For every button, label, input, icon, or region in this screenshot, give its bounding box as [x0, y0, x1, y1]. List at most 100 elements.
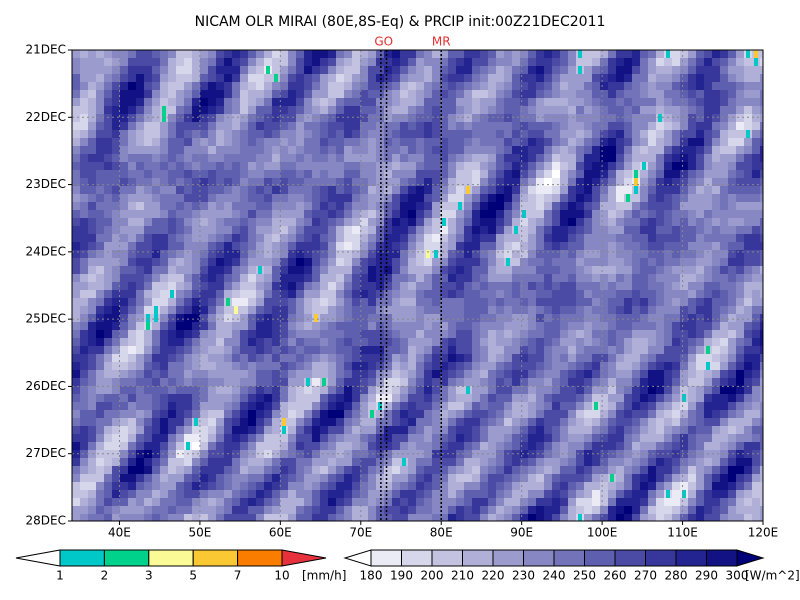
- olr-cell: [232, 250, 240, 258]
- olr-cell: [352, 258, 360, 266]
- olr-cell: [328, 170, 336, 178]
- olr-cell: [328, 298, 336, 306]
- olr-cell: [592, 410, 600, 418]
- olr-cell: [640, 74, 648, 82]
- olr-cell: [648, 394, 656, 402]
- olr-cell: [560, 218, 568, 226]
- olr-cell: [672, 330, 680, 338]
- olr-cell: [104, 146, 112, 154]
- olr-cell: [280, 386, 288, 394]
- olr-cell: [672, 282, 680, 290]
- olr-cell: [224, 314, 232, 322]
- olr-cell: [552, 98, 560, 106]
- olr-cell: [632, 482, 640, 490]
- olr-cell: [472, 386, 480, 394]
- olr-cell: [704, 50, 712, 58]
- olr-cell: [584, 194, 592, 202]
- olr-cell: [536, 290, 544, 298]
- olr-cell: [496, 242, 504, 250]
- olr-cell: [376, 106, 384, 114]
- olr-cell: [392, 266, 400, 274]
- olr-cell: [80, 66, 88, 74]
- olr-cell: [376, 234, 384, 242]
- olr-cell: [464, 282, 472, 290]
- olr-cell: [512, 66, 520, 74]
- olr-cell: [704, 466, 712, 474]
- olr-cell: [288, 122, 296, 130]
- olr-cell: [360, 490, 368, 498]
- olr-cell: [256, 458, 264, 466]
- olr-cell: [368, 186, 376, 194]
- olr-cell: [496, 202, 504, 210]
- olr-cell: [200, 362, 208, 370]
- olr-cell: [408, 394, 416, 402]
- olr-cell: [272, 50, 280, 58]
- olr-cell: [208, 226, 216, 234]
- olr-cell: [560, 346, 568, 354]
- olr-cell: [472, 258, 480, 266]
- olr-cell: [624, 186, 632, 194]
- olr-cell: [240, 498, 248, 506]
- olr-cell: [576, 58, 584, 66]
- olr-cell: [672, 266, 680, 274]
- olr-cell: [272, 346, 280, 354]
- olr-cell: [440, 354, 448, 362]
- olr-cell: [728, 258, 736, 266]
- olr-cell: [600, 426, 608, 434]
- olr-cell: [424, 202, 432, 210]
- olr-cell: [440, 442, 448, 450]
- olr-cell: [504, 426, 512, 434]
- olr-cell: [240, 442, 248, 450]
- olr-cell: [272, 314, 280, 322]
- olr-cell: [104, 218, 112, 226]
- olr-cell: [168, 178, 176, 186]
- olr-cell: [120, 82, 128, 90]
- olr-cell: [136, 218, 144, 226]
- olr-cell: [240, 234, 248, 242]
- olr-cell: [536, 426, 544, 434]
- olr-cell: [480, 498, 488, 506]
- olr-cell: [512, 194, 520, 202]
- olr-cell: [736, 362, 744, 370]
- olr-cell: [656, 138, 664, 146]
- olr-cell: [504, 274, 512, 282]
- olr-cell: [408, 74, 416, 82]
- olr-cell: [184, 178, 192, 186]
- olr-cell: [304, 282, 312, 290]
- olr-cell: [136, 138, 144, 146]
- olr-cell: [416, 458, 424, 466]
- olr-cell: [368, 242, 376, 250]
- olr-cell: [288, 386, 296, 394]
- olr-cell: [112, 442, 120, 450]
- olr-cell: [760, 370, 763, 378]
- olr-cell: [360, 354, 368, 362]
- olr-cell: [440, 114, 448, 122]
- olr-cell: [368, 362, 376, 370]
- olr-cell: [456, 274, 464, 282]
- olr-cell: [280, 50, 288, 58]
- olr-cell: [120, 338, 128, 346]
- olr-cell: [216, 290, 224, 298]
- olr-cell: [360, 250, 368, 258]
- olr-cell: [208, 218, 216, 226]
- olr-cell: [448, 50, 456, 58]
- olr-cell: [296, 210, 304, 218]
- olr-cell: [352, 490, 360, 498]
- olr-cell: [224, 418, 232, 426]
- olr-cell: [96, 298, 104, 306]
- olr-cell: [192, 66, 200, 74]
- olr-cell: [128, 410, 136, 418]
- olr-cell: [480, 378, 488, 386]
- olr-cell: [176, 250, 184, 258]
- olr-cell: [88, 498, 96, 506]
- olr-cell: [200, 74, 208, 82]
- olr-cell: [744, 234, 752, 242]
- olr-cell: [120, 74, 128, 82]
- olr-cell: [328, 242, 336, 250]
- olr-cell: [632, 378, 640, 386]
- olr-cell: [224, 346, 232, 354]
- olr-cell: [352, 82, 360, 90]
- olr-cell: [752, 122, 760, 130]
- olr-cell: [208, 490, 216, 498]
- olr-cell: [688, 442, 696, 450]
